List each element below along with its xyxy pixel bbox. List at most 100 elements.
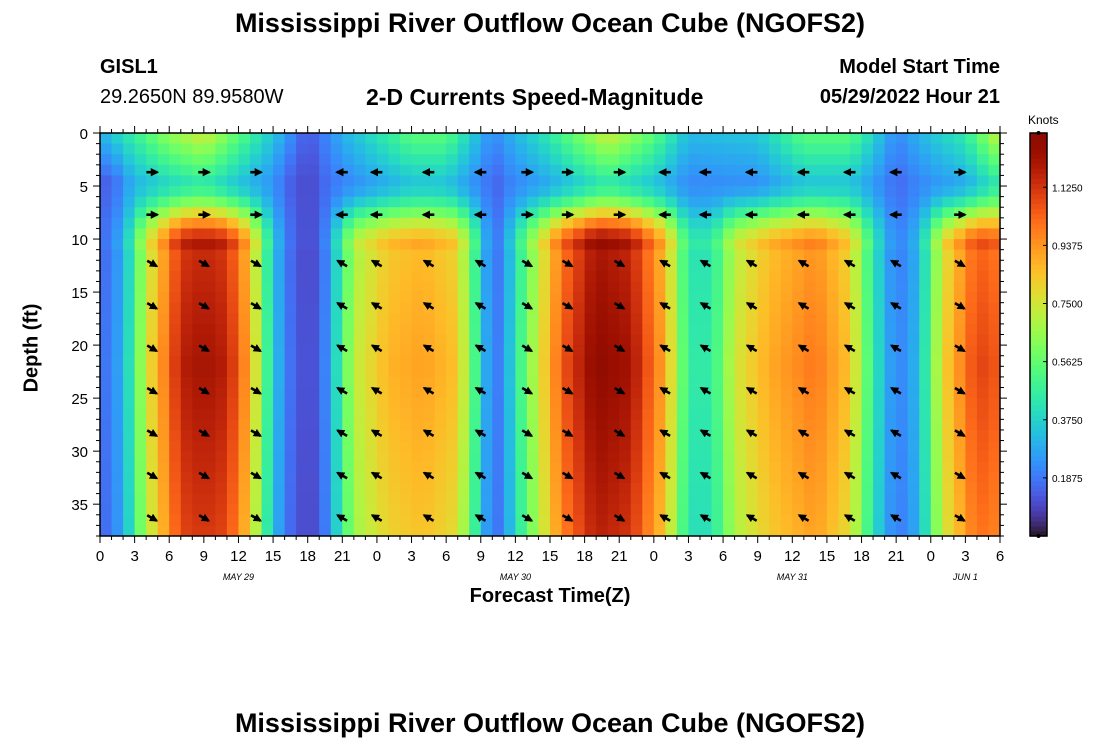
heatmap-cell	[873, 398, 886, 410]
heatmap-cell	[596, 133, 609, 145]
heatmap-cell	[261, 334, 274, 346]
heatmap-cell	[526, 461, 540, 473]
heatmap-cell	[688, 408, 701, 420]
heatmap-cell	[134, 323, 147, 336]
heatmap-cell	[192, 429, 205, 442]
heatmap-cell	[688, 514, 701, 526]
heatmap-cell	[307, 323, 320, 336]
heatmap-cell	[180, 292, 193, 304]
heatmap-cell	[376, 323, 390, 336]
heatmap-cell	[550, 387, 563, 399]
heatmap-cell	[434, 239, 447, 251]
heatmap-cell	[780, 514, 793, 526]
heatmap-cell	[734, 186, 747, 198]
heatmap-cell	[503, 228, 516, 240]
heatmap-cell	[423, 217, 436, 230]
heatmap-cell	[757, 154, 770, 166]
heatmap-cell	[307, 376, 320, 389]
heatmap-cell	[573, 334, 586, 346]
heatmap-cell	[434, 207, 447, 219]
heatmap-cell	[584, 440, 597, 452]
heatmap-cell	[492, 387, 505, 399]
heatmap-cell	[653, 228, 666, 240]
heatmap-cell	[123, 207, 136, 219]
heatmap-cell	[307, 429, 320, 442]
heatmap-cell	[515, 270, 528, 283]
heatmap-cell	[642, 175, 655, 187]
heatmap-cell	[538, 323, 551, 336]
heatmap-cell	[884, 419, 897, 431]
heatmap-cell	[365, 217, 378, 230]
heatmap-cell	[192, 228, 205, 240]
heatmap-cell	[988, 313, 1000, 325]
colorbar-swatch	[1030, 314, 1047, 320]
heatmap-cell	[180, 387, 193, 399]
heatmap-cell	[400, 249, 413, 261]
heatmap-cell	[596, 143, 609, 155]
heatmap-cell	[907, 408, 920, 420]
heatmap-cell	[215, 376, 228, 389]
heatmap-cell	[250, 228, 263, 240]
heatmap-cell	[826, 143, 840, 155]
x-tick-label: 6	[996, 548, 1004, 565]
heatmap-cell	[688, 451, 701, 463]
heatmap-cell	[723, 429, 736, 442]
heatmap-cell	[953, 366, 966, 378]
heatmap-cell	[503, 440, 516, 452]
heatmap-cell	[803, 398, 816, 410]
heatmap-cell	[665, 398, 678, 410]
heatmap-cell	[573, 292, 586, 304]
current-arrow	[699, 471, 712, 480]
current-arrow	[474, 301, 487, 311]
heatmap-cell	[607, 482, 620, 495]
heatmap-cell	[850, 302, 863, 314]
heatmap-cell	[192, 270, 205, 283]
heatmap-cell	[573, 164, 586, 177]
footer-title: Mississippi River Outflow Ocean Cube (NG…	[234, 708, 866, 738]
heatmap-cell	[157, 440, 170, 452]
heatmap-cell	[850, 504, 863, 516]
heatmap-cell	[665, 281, 678, 293]
heatmap-cell	[884, 133, 897, 145]
y-axis-title: Depth (ft)	[20, 303, 43, 393]
heatmap-cell	[261, 175, 274, 187]
heatmap-cell	[296, 260, 309, 272]
heatmap-cell	[873, 451, 886, 463]
heatmap-cell	[376, 217, 390, 230]
heatmap-cell	[850, 249, 863, 261]
heatmap-cell	[376, 366, 390, 378]
heatmap-cell	[226, 429, 240, 442]
heatmap-cell	[630, 164, 643, 177]
heatmap-cell	[953, 281, 966, 293]
heatmap-cell	[930, 281, 943, 293]
heatmap-cell	[434, 281, 447, 293]
heatmap-cell	[515, 355, 528, 367]
heatmap-cell	[688, 419, 701, 431]
heatmap-cell	[803, 175, 816, 187]
heatmap-cell	[919, 398, 932, 410]
heatmap-cell	[284, 281, 297, 293]
heatmap-cell	[988, 175, 1000, 187]
heatmap-cell	[873, 239, 886, 251]
heatmap-cell	[700, 461, 713, 473]
heatmap-cell	[538, 408, 551, 420]
heatmap-cell	[388, 366, 401, 378]
heatmap-cell	[261, 398, 274, 410]
heatmap-cell	[642, 154, 655, 166]
heatmap-cell	[480, 281, 493, 293]
heatmap-cell	[965, 154, 978, 166]
heatmap-cell	[746, 366, 759, 378]
heatmap-cell	[573, 387, 586, 399]
heatmap-cell	[480, 313, 493, 325]
heatmap-cell	[503, 419, 516, 431]
heatmap-cell	[676, 313, 690, 325]
heatmap-cell	[365, 525, 378, 536]
heatmap-cell	[665, 196, 678, 208]
heatmap-cell	[250, 270, 263, 283]
heatmap-cell	[746, 482, 759, 495]
heatmap-cell	[676, 482, 690, 495]
heatmap-cell	[480, 366, 493, 378]
colorbar-swatch	[1030, 420, 1047, 426]
heatmap-cell	[111, 334, 124, 346]
heatmap-cell	[676, 504, 690, 516]
